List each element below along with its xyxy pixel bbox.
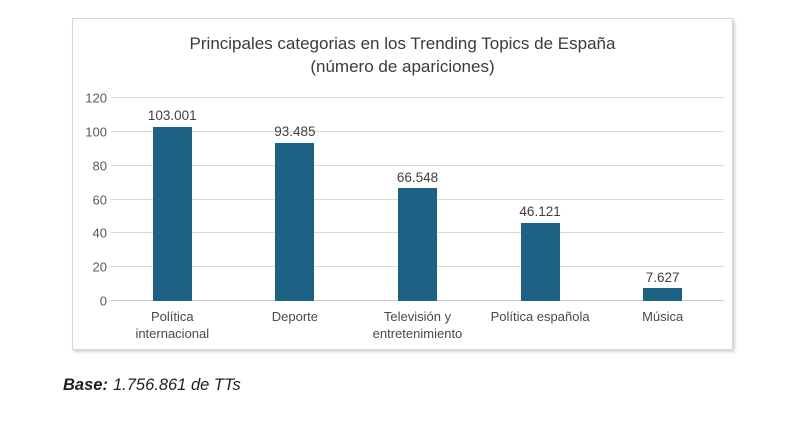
category-label: Deporte xyxy=(271,309,319,324)
y-tick-label: 100 xyxy=(85,124,107,140)
y-tick-label: 20 xyxy=(92,259,107,275)
bar xyxy=(520,222,560,301)
bar xyxy=(275,142,315,301)
bar xyxy=(152,126,192,301)
y-tick-label: 60 xyxy=(92,192,107,207)
bar-value-label: 7.627 xyxy=(645,269,680,285)
category-label: Televisión y entretenimiento xyxy=(372,309,463,341)
chart-title-line-1: Principales categorias en los Trending T… xyxy=(189,34,616,53)
bar-value-label: 46.121 xyxy=(519,204,561,220)
bar-slot: 7.627 xyxy=(601,98,724,301)
chart-title: Principales categorias en los Trending T… xyxy=(73,32,732,78)
bar-slot: 46.121 xyxy=(479,98,602,301)
bars-row: 103.001 93.485 66.548 46.121 7.627 xyxy=(111,98,724,301)
chart-title-line-2: (número de apariciones) xyxy=(310,57,495,76)
gridline xyxy=(111,130,724,132)
base-note-label: Base: xyxy=(63,376,108,394)
bar-value-label: 66.548 xyxy=(396,169,439,185)
y-tick-label: 0 xyxy=(99,293,107,309)
bar-value-label: 93.485 xyxy=(274,124,316,140)
bar-slot: 103.001 xyxy=(111,98,234,301)
bar-slot: 66.548 xyxy=(356,98,479,301)
bar xyxy=(643,288,683,301)
y-axis: 0 20 40 60 80 100 120 xyxy=(77,92,107,308)
plot-area: 103.001 93.485 66.548 46.121 7.627 xyxy=(111,97,724,301)
base-note-value: 1.756.861 de TTs xyxy=(112,376,241,394)
category-label: Política internacional xyxy=(135,309,210,341)
base-note: Base: 1.756.861 de TTs xyxy=(63,376,241,395)
chart-frame: Principales categorias en los Trending T… xyxy=(72,18,733,350)
bar xyxy=(397,188,437,301)
y-tick-label: 120 xyxy=(85,90,107,106)
category-label: Política española xyxy=(490,309,590,324)
y-tick-label: 40 xyxy=(92,225,107,241)
gridline xyxy=(111,97,724,98)
category-label: Música xyxy=(642,309,684,324)
bar-slot: 93.485 xyxy=(234,98,357,301)
gridline xyxy=(111,164,724,166)
bar-value-label: 103.001 xyxy=(147,108,197,124)
x-axis-labels: Política internacional Deporte Televisión … xyxy=(111,308,724,342)
y-tick-label: 80 xyxy=(92,158,107,174)
